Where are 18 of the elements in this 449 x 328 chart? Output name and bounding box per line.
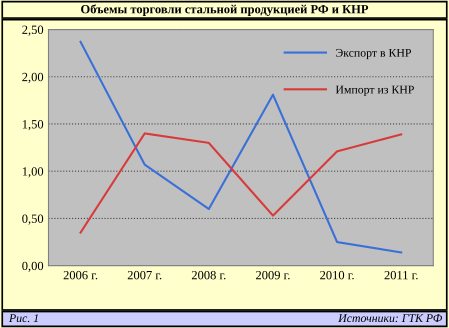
text: Рис. 1 bbox=[8, 314, 38, 322]
y-tick-label: 1,00 bbox=[22, 167, 44, 178]
y-tick-label: 2,50 bbox=[22, 26, 44, 36]
x-tick-label: 2008 г. bbox=[192, 270, 226, 280]
x-tick-label: 2011 г. bbox=[384, 270, 418, 280]
legend-label: Импорт из КНР bbox=[336, 86, 414, 96]
x-tick-label: 2009 г. bbox=[256, 270, 290, 280]
y-tick-label: 0,00 bbox=[22, 262, 44, 272]
legend-label: Экспорт в КНР bbox=[336, 48, 411, 60]
chart-title: Объемы торговли стальной продукцией РФ и КНР bbox=[81, 4, 368, 16]
text: Источники: ГТК РФ bbox=[338, 314, 442, 322]
y-tick-label: 1,50 bbox=[22, 120, 44, 130]
y-tick-label: 2,00 bbox=[22, 72, 44, 84]
line-series bbox=[80, 132, 402, 234]
x-tick-label: 2006 г. bbox=[64, 270, 98, 280]
x-tick-label: 2007 г. bbox=[128, 270, 162, 280]
x-tick-label: 2010 г. bbox=[320, 270, 354, 280]
y-tick-label: 0,50 bbox=[22, 214, 44, 225]
